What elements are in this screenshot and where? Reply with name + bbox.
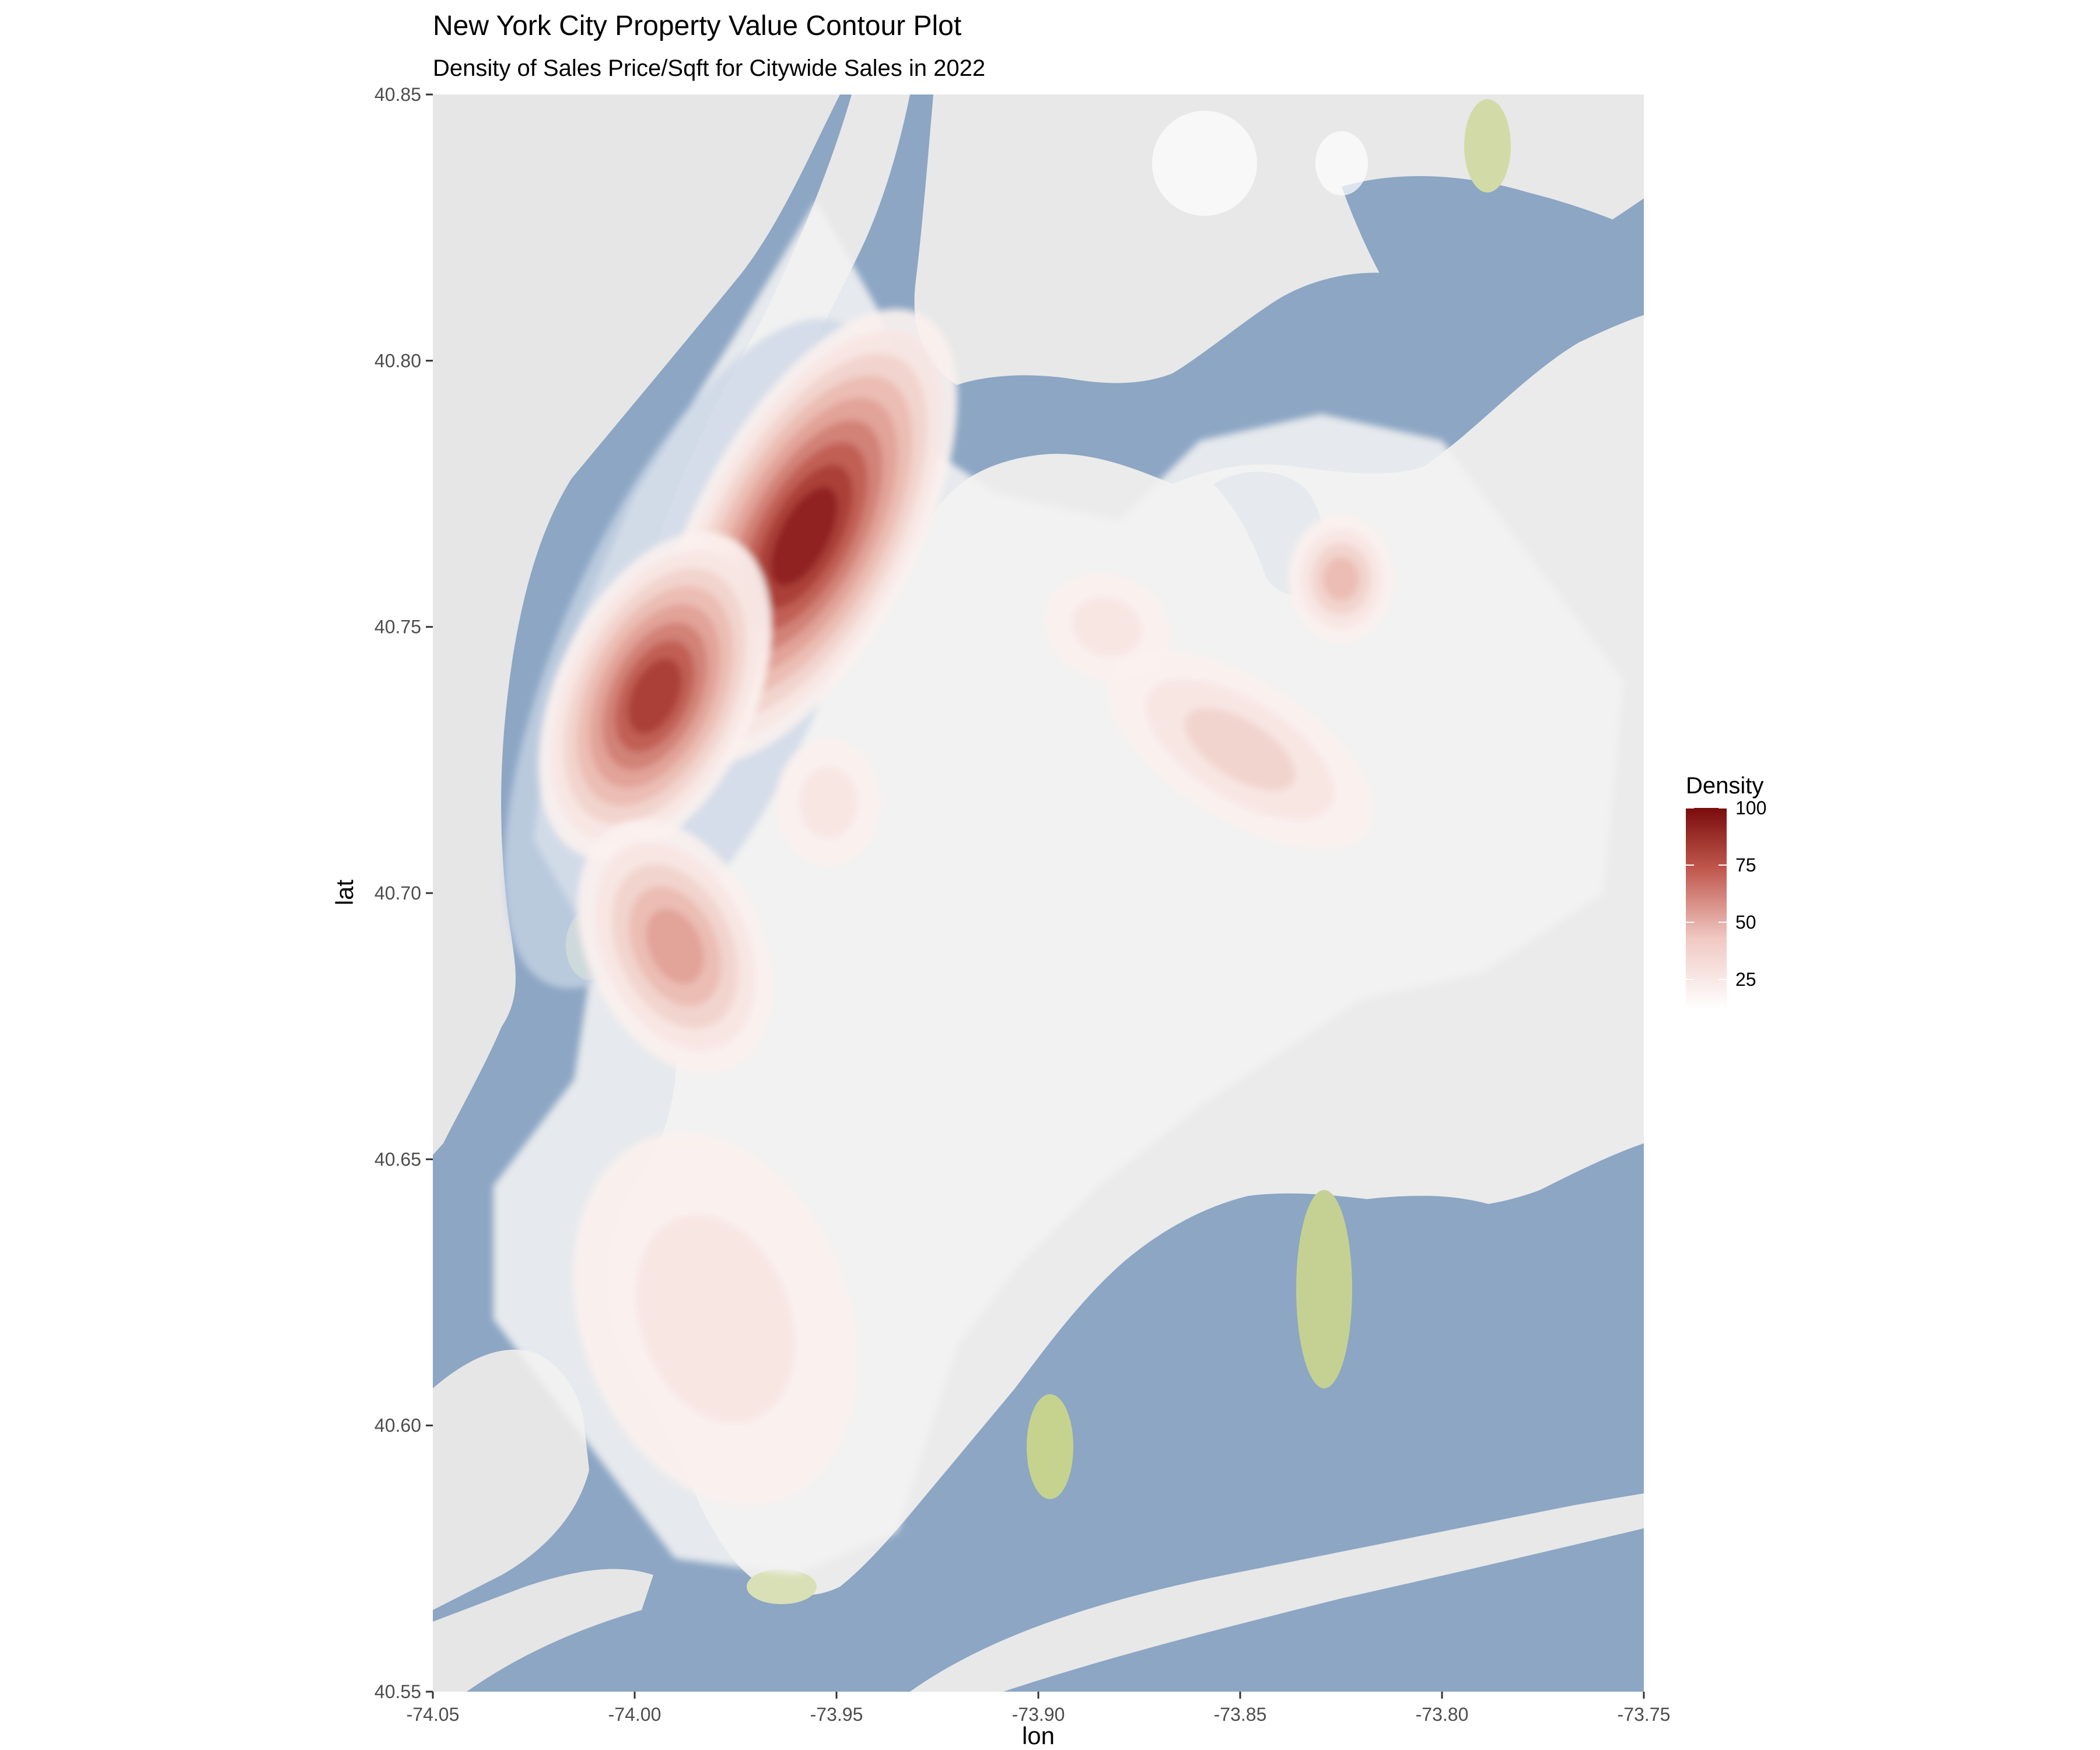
- x-tick-label: -73.95: [810, 1704, 863, 1725]
- y-tick-label: 40.60: [374, 1415, 421, 1436]
- park-green: [1027, 1394, 1073, 1499]
- density-contour-band: [799, 766, 858, 839]
- y-tick-label: 40.80: [374, 350, 421, 371]
- rockaway-landmass: [910, 1493, 1644, 1692]
- legend-colorbar: [1686, 808, 1727, 1009]
- density-contour-band: [1185, 708, 1296, 791]
- staten-island-landmass: [433, 1349, 589, 1610]
- x-axis: -74.05 -74.00 -73.95 -73.90 -73.85 -73.80 -73.…: [407, 1692, 1671, 1725]
- y-tick-label: 40.85: [374, 84, 421, 105]
- density-contour-band: [771, 487, 838, 586]
- x-axis-title: lon: [1022, 1722, 1055, 1749]
- park-green: [1464, 99, 1511, 192]
- chart-title: New York City Property Value Contour Plo…: [433, 10, 961, 41]
- park-green: [1698, 163, 1744, 257]
- density-haze: [1152, 111, 1257, 216]
- x-tick-label: -74.00: [608, 1704, 662, 1725]
- park-green: [747, 1569, 817, 1604]
- density-contour-band: [635, 1214, 795, 1424]
- east-river-north-water: [1342, 176, 1644, 362]
- y-tick-label: 40.65: [374, 1149, 421, 1170]
- legend: Density 25 50 75 100: [1686, 773, 1766, 1009]
- y-tick-label: 40.55: [374, 1681, 421, 1702]
- density-contours: [493, 201, 1624, 1575]
- density-haze: [1315, 131, 1368, 195]
- new-jersey-landmass: [433, 94, 840, 1155]
- chart-subtitle: Density of Sales Price/Sqft for Citywide…: [433, 55, 985, 81]
- legend-tick-label: 50: [1735, 912, 1756, 933]
- staten-island-south-landmass: [433, 1569, 653, 1692]
- legend-tick-label: 75: [1735, 855, 1756, 876]
- x-tick-label: -73.90: [1012, 1704, 1065, 1725]
- x-tick-label: -73.80: [1416, 1704, 1469, 1725]
- legend-tick-label: 100: [1735, 797, 1766, 818]
- y-axis: 40.55 40.60 40.65 40.70 40.75 40.80 40.85: [374, 84, 433, 1702]
- legend-title: Density: [1686, 773, 1763, 799]
- bronx-landmass: [914, 94, 1644, 385]
- map-panel: [433, 94, 1744, 1692]
- density-contour-band: [628, 658, 682, 734]
- park-green: [1296, 1190, 1352, 1388]
- density-contour-band: [1072, 596, 1143, 657]
- x-tick-label: -74.05: [407, 1704, 460, 1725]
- y-axis-title: lat: [331, 879, 358, 905]
- x-tick-label: -73.85: [1214, 1704, 1267, 1725]
- x-tick-label: -73.75: [1618, 1704, 1671, 1725]
- legend-ticks: 25 50 75 100: [1686, 797, 1766, 990]
- y-tick-label: 40.70: [374, 883, 421, 904]
- density-contour-band: [646, 908, 704, 984]
- legend-tick-label: 25: [1735, 969, 1756, 990]
- y-tick-label: 40.75: [374, 617, 421, 638]
- density-contour-band: [1323, 557, 1359, 601]
